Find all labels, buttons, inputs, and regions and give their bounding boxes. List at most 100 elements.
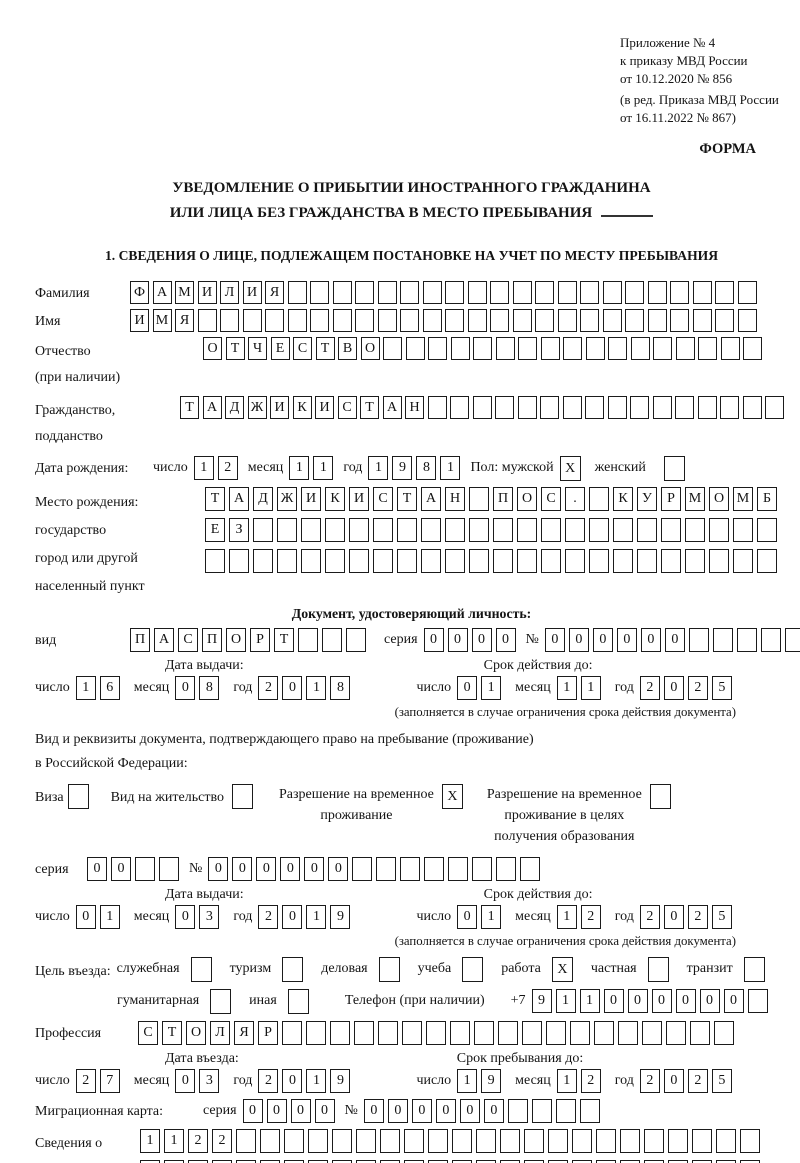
birth-place-cell[interactable] — [445, 518, 465, 542]
purpose-business-cell[interactable] — [378, 957, 400, 982]
profession-cell[interactable] — [330, 1021, 350, 1045]
patronymic-cell[interactable] — [653, 337, 672, 360]
patronymic-cell[interactable] — [608, 337, 627, 360]
identity-number-cell[interactable] — [736, 628, 757, 652]
residence-number-cell[interactable] — [400, 857, 421, 881]
representative-cell[interactable] — [500, 1160, 520, 1163]
entry-year-cell[interactable]: 0 — [282, 1069, 303, 1093]
residence-number-cell[interactable]: 0 — [208, 857, 229, 881]
profession-cell[interactable] — [354, 1021, 374, 1045]
representative-cell[interactable] — [428, 1129, 448, 1153]
surname-cell[interactable]: Ф — [130, 281, 149, 304]
firstname-cell[interactable] — [400, 309, 419, 332]
migration-number-cell[interactable]: 0 — [411, 1099, 432, 1123]
representative-cell[interactable] — [668, 1160, 688, 1163]
identity-number-cell[interactable] — [688, 628, 709, 652]
residence-valid-year-cell[interactable]: 5 — [711, 905, 732, 929]
patronymic-cell[interactable] — [428, 337, 447, 360]
birth-place-cell[interactable] — [253, 549, 273, 573]
stay-month-cell[interactable]: 2 — [580, 1069, 601, 1093]
citizenship-cell[interactable]: С — [337, 396, 357, 419]
residence-issue-month-cell[interactable]: 3 — [199, 905, 220, 929]
identity-issue-year-cell[interactable]: 8 — [330, 676, 351, 700]
birth-place-cell[interactable] — [589, 518, 609, 542]
birth-place-cell[interactable]: Е — [205, 518, 225, 542]
citizenship-cell[interactable]: А — [382, 396, 402, 419]
profession-cell[interactable]: Т — [162, 1021, 182, 1045]
birth-place-cell[interactable] — [685, 549, 705, 573]
surname-cell[interactable] — [557, 281, 577, 304]
firstname-cell[interactable] — [670, 309, 689, 332]
birth-place-cell[interactable] — [613, 549, 633, 573]
firstname-cell[interactable] — [625, 309, 644, 332]
profession-cell[interactable] — [594, 1021, 614, 1045]
surname-cell[interactable] — [512, 281, 532, 304]
birth-place-cell[interactable] — [493, 518, 513, 542]
identity-type-cell[interactable]: Т — [274, 628, 294, 652]
migration-series-cell[interactable]: 0 — [314, 1099, 335, 1123]
phone-cell[interactable]: 0 — [627, 989, 648, 1013]
profession-cell[interactable]: О — [186, 1021, 206, 1045]
profession-cell[interactable] — [474, 1021, 494, 1045]
citizenship-cell[interactable]: Д — [225, 396, 244, 419]
identity-issue-year-cell[interactable]: 0 — [282, 676, 303, 700]
birth-place-cell[interactable] — [541, 549, 561, 573]
identity-type-cell[interactable]: П — [130, 628, 150, 652]
representative-cell[interactable] — [644, 1129, 664, 1153]
sex-female-checkbox-cell[interactable] — [663, 456, 685, 481]
representative-cell[interactable]: 1 — [140, 1129, 160, 1153]
residence-number-cell[interactable] — [472, 857, 493, 881]
birth-place-cell[interactable] — [565, 549, 585, 573]
birth-place-cell[interactable] — [301, 549, 321, 573]
identity-number-cell[interactable] — [760, 628, 781, 652]
identity-issue-year-cell[interactable]: 2 — [258, 676, 279, 700]
birth-place-cell[interactable]: Ж — [277, 487, 297, 511]
citizenship-cell[interactable]: И — [270, 396, 289, 419]
surname-cell[interactable] — [737, 281, 757, 304]
purpose-private-cell[interactable] — [647, 957, 669, 982]
representative-cell[interactable]: 1 — [164, 1129, 184, 1153]
entry-day-cell[interactable]: 7 — [99, 1069, 120, 1093]
firstname-cell[interactable] — [467, 309, 487, 332]
birth-day-cell[interactable]: 1 — [193, 456, 214, 480]
edu-permit-checkbox-cell[interactable] — [649, 784, 671, 809]
stay-year-cell[interactable]: 2 — [687, 1069, 708, 1093]
birth-place-cell[interactable]: С — [541, 487, 561, 511]
firstname-cell[interactable] — [332, 309, 352, 332]
representative-cell[interactable] — [140, 1160, 160, 1163]
surname-cell[interactable]: И — [197, 281, 217, 304]
residence-series-cell[interactable]: 0 — [111, 857, 131, 881]
stay-year-cell[interactable]: 5 — [711, 1069, 732, 1093]
birth-place-cell[interactable]: К — [325, 487, 345, 511]
firstname-cell[interactable]: И — [130, 309, 149, 332]
representative-cell[interactable] — [380, 1160, 400, 1163]
profession-cell[interactable] — [546, 1021, 566, 1045]
representative-cell[interactable] — [380, 1129, 400, 1153]
birth-place-cell[interactable] — [373, 518, 393, 542]
citizenship-cell[interactable]: К — [292, 396, 312, 419]
representative-cell[interactable] — [596, 1160, 616, 1163]
residence-number-cell[interactable] — [424, 857, 445, 881]
citizenship-cell[interactable] — [630, 396, 649, 419]
patronymic-cell[interactable] — [450, 337, 470, 360]
patronymic-cell[interactable]: О — [203, 337, 222, 360]
representative-cell[interactable] — [332, 1160, 352, 1163]
representative-cell[interactable] — [188, 1160, 208, 1163]
representative-cell[interactable] — [572, 1129, 592, 1153]
citizenship-cell[interactable] — [697, 396, 717, 419]
entry-year-cell[interactable]: 2 — [258, 1069, 279, 1093]
profession-cell[interactable] — [690, 1021, 710, 1045]
residence-number-cell[interactable] — [352, 857, 373, 881]
citizenship-cell[interactable] — [585, 396, 604, 419]
birth-place-cell[interactable] — [637, 549, 657, 573]
residence-issue-month-cell[interactable]: 0 — [175, 905, 196, 929]
residence-valid-month-cell[interactable]: 1 — [556, 905, 577, 929]
birth-place-cell[interactable]: К — [613, 487, 633, 511]
birth-place-cell[interactable]: И — [301, 487, 321, 511]
citizenship-cell[interactable]: Ж — [247, 396, 267, 419]
patronymic-cell[interactable]: О — [360, 337, 380, 360]
representative-cell[interactable] — [692, 1160, 712, 1163]
firstname-cell[interactable] — [647, 309, 667, 332]
phone-cell[interactable]: 9 — [531, 989, 552, 1013]
identity-type-cell[interactable] — [322, 628, 342, 652]
